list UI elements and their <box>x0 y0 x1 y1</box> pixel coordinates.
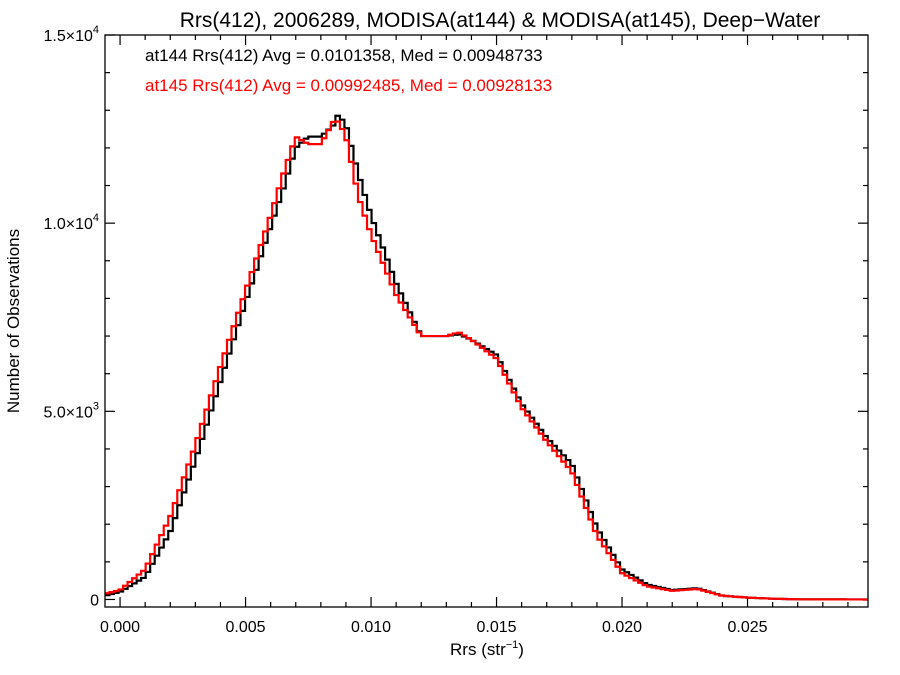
x-tick-label: 0.020 <box>602 619 642 636</box>
y-tick-label: 1.0×104 <box>43 212 99 233</box>
y-tick-label: 5.0×103 <box>43 400 99 421</box>
plot-frame <box>104 34 869 608</box>
x-axis-label: Rrs (str−1) <box>450 639 524 659</box>
x-tick-label: 0.005 <box>226 619 266 636</box>
y-axis-ticks: 0 5.0×103 1.0×104 1.5×104 <box>43 24 868 609</box>
chart-title: Rrs(412), 2006289, MODISA(at144) & MODIS… <box>180 9 821 32</box>
x-tick-label: 0.025 <box>728 619 768 636</box>
series-line-at144 <box>105 114 868 601</box>
x-tick-label: 0.015 <box>477 619 517 636</box>
annotation-at144: at144 Rrs(412) Avg = 0.0101358, Med = 0.… <box>145 46 543 65</box>
y-axis-label: Number of Observations <box>4 229 23 413</box>
x-axis-ticks: 0.000 0.005 0.010 0.015 0.020 0.025 <box>100 35 849 636</box>
series-layer <box>105 114 868 601</box>
x-tick-label: 0.000 <box>100 619 140 636</box>
y-tick-label: 1.5×104 <box>43 24 99 45</box>
annotation-at145: at145 Rrs(412) Avg = 0.00992485, Med = 0… <box>145 76 552 95</box>
x-tick-label: 0.010 <box>351 619 391 636</box>
series-line-at145 <box>105 120 868 601</box>
y-tick-label: 0 <box>90 592 99 609</box>
